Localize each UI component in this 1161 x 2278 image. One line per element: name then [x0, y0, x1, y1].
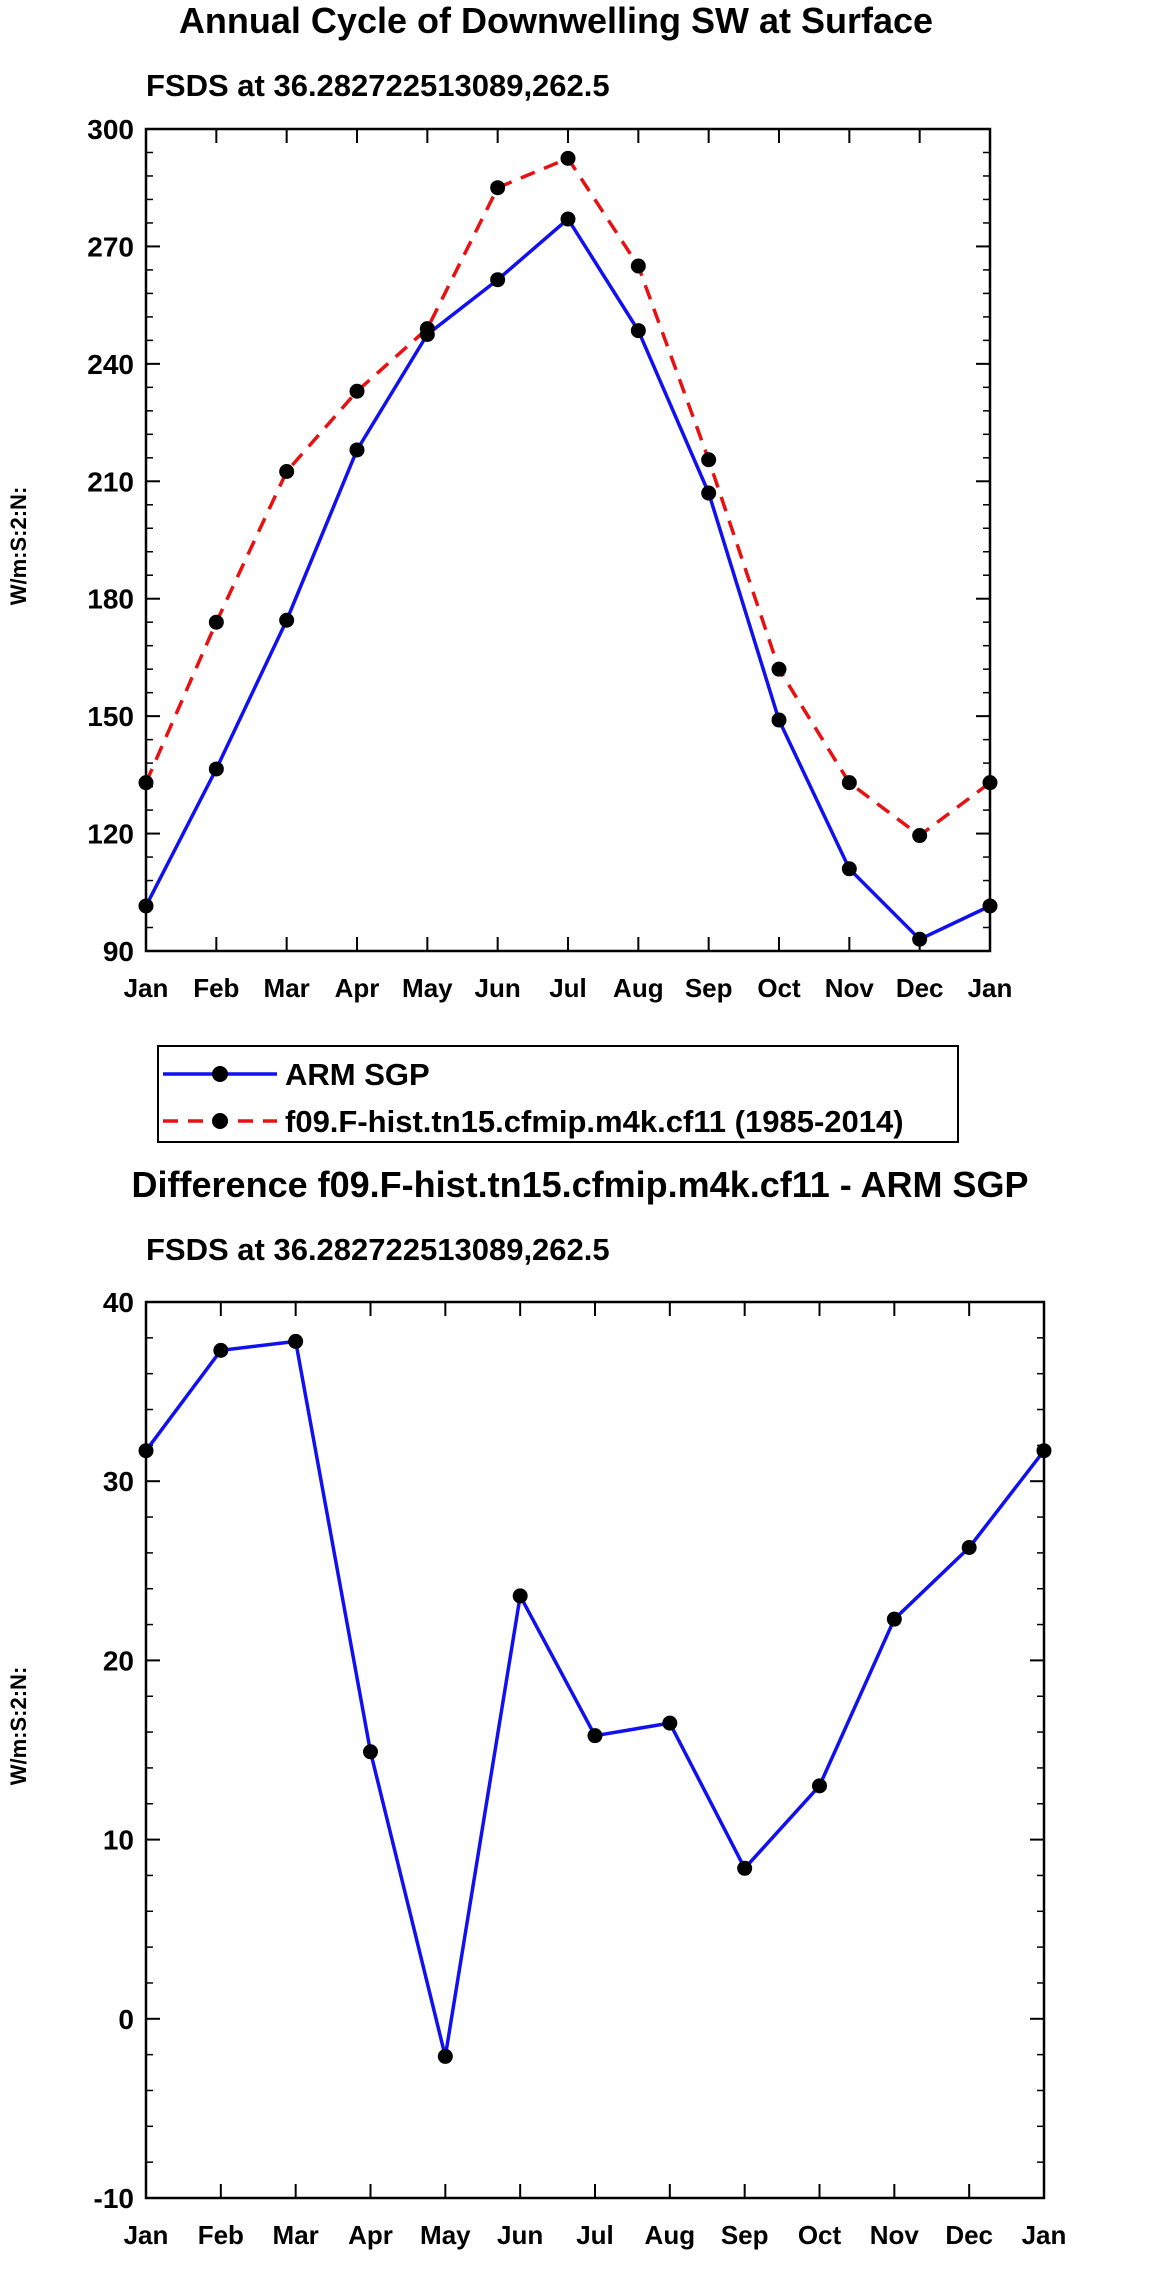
chart1-subtitle: FSDS at 36.282722513089,262.5: [146, 68, 610, 103]
chart1-series1-point: [841, 861, 857, 877]
difference-chart: Difference f09.F-hist.tn15.cfmip.m4k.cf1…: [6, 1164, 1066, 2250]
chart1-series1-point: [279, 612, 295, 628]
chart2-xtick-label: Dec: [945, 2220, 993, 2250]
chart1-xtick-label: Oct: [757, 973, 801, 1003]
chart1-xtick-label: Jul: [549, 973, 587, 1003]
chart2-series1-point: [363, 1744, 378, 1760]
chart1-series2-point: [419, 321, 435, 337]
chart1-series2-point: [841, 775, 857, 791]
chart2-xtick-label: Jan: [1022, 2220, 1067, 2250]
chart1-xtick-label: May: [402, 973, 453, 1003]
chart1-series1-point: [490, 272, 506, 288]
legend: ARM SGP f09.F-hist.tn15.cfmip.m4k.cf11 (…: [157, 1045, 959, 1143]
chart1-series2-point: [912, 828, 928, 844]
chart2-xtick-label: Jul: [576, 2220, 614, 2250]
legend-marker-arm-sgp: [212, 1066, 228, 1082]
legend-label-arm-sgp: ARM SGP: [285, 1057, 430, 1092]
chart1-series1-point: [912, 931, 928, 947]
chart1-title: Annual Cycle of Downwelling SW at Surfac…: [179, 0, 933, 41]
chart2-series-line-1: [144, 1339, 1046, 2059]
chart1-series2-point: [279, 464, 295, 479]
chart1-series2-point: [490, 180, 506, 196]
chart1-ytick-label: 120: [87, 819, 134, 850]
chart2-title: Difference f09.F-hist.tn15.cfmip.m4k.cf1…: [132, 1164, 1029, 1205]
chart2-series1-point: [886, 1611, 902, 1627]
chart1-series2-point: [208, 614, 224, 630]
chart1-ytick-label: 210: [87, 466, 134, 497]
chart2-series1-point: [662, 1715, 678, 1731]
chart2-xtick-label: Feb: [198, 2220, 244, 2250]
chart2-xtick-label: Oct: [798, 2220, 842, 2250]
chart1-series-line-1: [144, 217, 991, 942]
chart1-xtick-label: Feb: [193, 973, 239, 1003]
chart1-ytick-label: 180: [87, 584, 134, 615]
chart1-xtick-label: Apr: [335, 973, 380, 1003]
chart2-series1-point: [737, 1860, 753, 1876]
chart1-series: [138, 150, 998, 947]
chart2-subtitle: FSDS at 36.282722513089,262.5: [146, 1232, 610, 1267]
chart1-series1-point: [771, 712, 787, 728]
chart2-ytick-label: 0: [118, 2004, 134, 2035]
chart1-ytick-label: 300: [87, 114, 134, 145]
chart2-ytick-label: 20: [103, 1645, 134, 1676]
chart1-xtick-label: Jan: [124, 973, 169, 1003]
chart1-xtick-label: Jun: [475, 973, 521, 1003]
chart2-xtick-label: Nov: [870, 2220, 920, 2250]
chart2-series: [138, 1333, 1052, 2064]
chart2-ylabel: W/m:S:2:N:: [6, 1667, 31, 1786]
chart1-xtick-label: Jan: [968, 973, 1013, 1003]
chart1-xtick-label: Dec: [896, 973, 944, 1003]
chart2-xtick-label: Apr: [348, 2220, 393, 2250]
chart2-ytick-label: -10: [94, 2183, 134, 2214]
chart1-series1-point: [208, 761, 224, 777]
chart2-axes: Jan Feb Mar Apr May Jun Jul Aug Sep Oct Nov Dec Jan -…: [94, 1287, 1067, 2250]
chart2-ytick-label: 10: [103, 1825, 134, 1856]
legend-box: [157, 1045, 959, 1143]
chart2-series1-point: [961, 1540, 977, 1556]
chart1-series-line-2: [144, 156, 992, 838]
chart2-xtick-label: Mar: [273, 2220, 319, 2250]
chart1-series2-point: [560, 150, 576, 166]
chart2-xtick-label: Jun: [497, 2220, 543, 2250]
chart1-axes: Jan Feb Mar Apr May Jun Jul Aug Sep Oct Nov Dec Jan 9…: [87, 114, 1012, 1003]
chart1-series2-point: [701, 452, 717, 468]
chart1-series1-point: [701, 485, 717, 501]
chart2-xtick-label: Jan: [124, 2220, 169, 2250]
chart2-xtick-label: May: [420, 2220, 471, 2250]
chart2-series1-point: [288, 1333, 304, 1349]
legend-marker-model: [212, 1113, 228, 1129]
chart1-series1-point: [349, 442, 365, 458]
chart1-ylabel: W/m:S:2:N:: [6, 487, 31, 606]
chart1-xtick-label: Aug: [613, 973, 664, 1003]
chart1-series1-point: [630, 323, 646, 339]
chart2-xtick-label: Sep: [721, 2220, 769, 2250]
chart1-series2-point: [630, 258, 646, 274]
chart2-series1-point: [812, 1778, 827, 1794]
chart1-ytick-label: 150: [87, 701, 134, 732]
chart1-xtick-label: Mar: [264, 973, 310, 1003]
chart1-series2-point: [349, 383, 365, 399]
chart2-frame: [144, 1300, 1046, 2200]
chart1-series1-point: [560, 211, 576, 227]
chart1-frame: [144, 127, 992, 953]
chart2-ytick-label: 30: [103, 1466, 134, 1497]
chart1-ytick-label: 270: [87, 231, 134, 262]
chart2-series1-point: [587, 1728, 603, 1744]
chart1-xtick-label: Sep: [685, 973, 733, 1003]
legend-label-model: f09.F-hist.tn15.cfmip.m4k.cf11 (1985-201…: [285, 1104, 904, 1139]
chart2-ytick-label: 40: [103, 1287, 134, 1318]
chart1-xtick-label: Nov: [825, 973, 875, 1003]
chart1-ytick-label: 240: [87, 349, 134, 380]
chart2-series1-point: [437, 2048, 453, 2064]
chart1-series2-point: [771, 661, 787, 677]
chart2-xtick-label: Aug: [645, 2220, 696, 2250]
chart2-series1-point: [213, 1342, 229, 1358]
annual-cycle-chart: Annual Cycle of Downwelling SW at Surfac…: [6, 0, 1012, 1003]
chart1-ytick-label: 90: [103, 936, 134, 967]
chart2-series1-point: [512, 1588, 528, 1604]
